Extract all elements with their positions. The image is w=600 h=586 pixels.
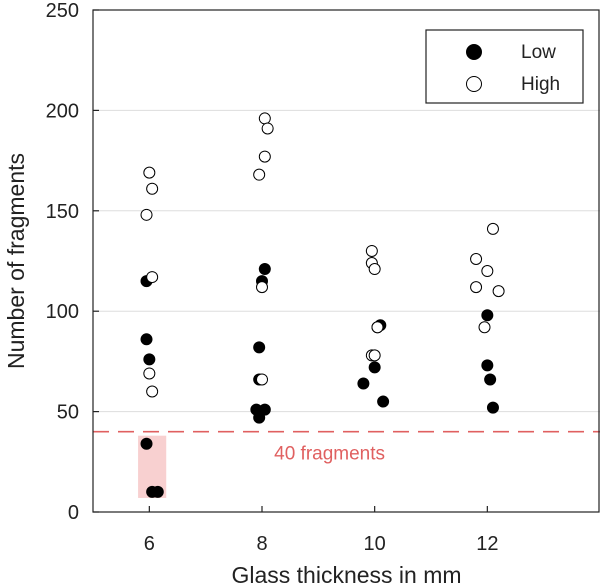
- data-point-low: [481, 309, 494, 322]
- data-point-low: [481, 359, 494, 372]
- data-point-high: [146, 271, 159, 284]
- data-point-high: [253, 168, 266, 181]
- data-point-low: [484, 373, 497, 386]
- data-point-high: [143, 367, 156, 380]
- data-point-low: [377, 395, 390, 408]
- legend: Low High: [425, 29, 584, 104]
- data-points: [140, 112, 505, 498]
- data-point-high: [256, 281, 268, 294]
- data-point-high: [481, 265, 494, 278]
- data-point-high: [368, 263, 381, 276]
- y-tick-label: 0: [68, 502, 79, 524]
- grid-lines: [93, 109, 600, 413]
- data-point-high: [371, 321, 384, 334]
- x-axis-ticks: 6 8 10 12: [144, 506, 498, 555]
- y-tick-label: 100: [46, 301, 79, 323]
- x-tick-label: 12: [476, 533, 498, 555]
- data-point-high: [146, 182, 159, 195]
- data-point-low: [140, 333, 153, 346]
- data-point-low: [258, 403, 271, 416]
- y-tick-label: 200: [46, 100, 79, 122]
- x-tick-label: 10: [364, 533, 386, 555]
- data-point-high: [258, 150, 271, 163]
- y-axis-label: Number of fragments: [3, 153, 29, 369]
- y-tick-label: 150: [46, 201, 79, 223]
- data-point-low: [151, 485, 164, 498]
- data-point-low: [143, 353, 156, 366]
- data-point-high: [365, 244, 378, 257]
- legend-high-label: High: [521, 74, 560, 95]
- plot-frame: [92, 9, 600, 513]
- data-point-high: [261, 122, 274, 135]
- x-tick-label: 6: [144, 533, 155, 555]
- y-tick-label: 250: [46, 0, 79, 22]
- data-point-high: [368, 349, 381, 362]
- legend-high-marker-icon: [466, 76, 482, 92]
- data-point-low: [486, 401, 499, 414]
- data-point-low: [253, 341, 266, 354]
- legend-low-label: Low: [521, 42, 556, 63]
- data-point-low: [253, 411, 266, 424]
- data-point-high: [478, 321, 491, 334]
- data-point-low: [357, 377, 370, 390]
- data-point-low: [258, 263, 271, 276]
- y-axis-ticks: 0 50 100 150 200 250: [46, 0, 99, 524]
- data-point-high: [146, 385, 159, 398]
- data-point-high: [486, 222, 499, 235]
- reference-line-label: 40 fragments: [274, 444, 385, 465]
- x-axis-label: Glass thickness in mm: [231, 562, 461, 586]
- legend-low-marker-icon: [466, 44, 482, 60]
- data-point-high: [492, 285, 505, 298]
- y-tick-label: 50: [57, 402, 79, 424]
- data-point-high: [256, 373, 268, 386]
- data-point-low: [368, 361, 381, 374]
- data-point-high: [143, 166, 156, 179]
- data-point-high: [470, 252, 483, 265]
- legend-box: [425, 29, 584, 104]
- data-point-high: [140, 208, 153, 221]
- data-point-high: [470, 281, 483, 294]
- data-point-low: [140, 437, 153, 450]
- data-point-high: [258, 112, 271, 125]
- x-tick-label: 8: [256, 533, 267, 555]
